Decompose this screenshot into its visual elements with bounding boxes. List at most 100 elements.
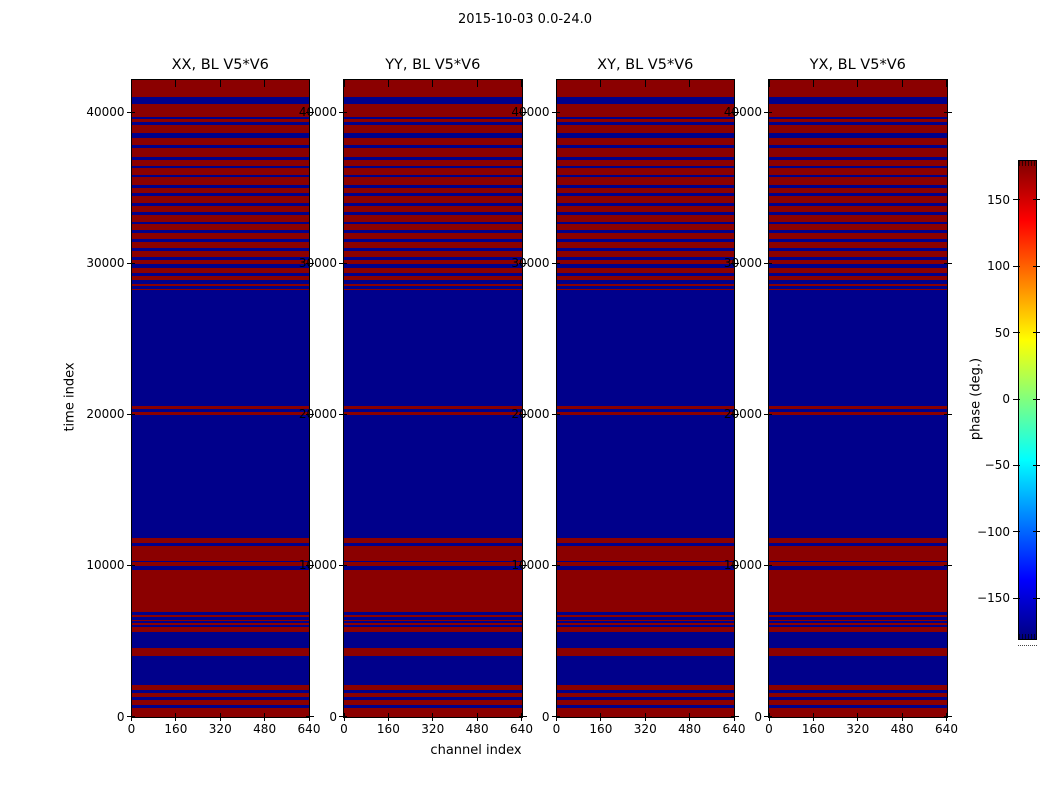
x-tick-top	[387, 79, 389, 87]
phase-band-blue	[556, 656, 734, 686]
y-tick-right	[943, 111, 952, 113]
colorbar-tick-label: −50	[984, 458, 1010, 473]
y-tick-label: 0	[116, 709, 125, 724]
y-tick-label: 30000	[511, 256, 550, 271]
y-tick-right	[518, 413, 527, 415]
y-tick-left	[551, 262, 560, 264]
phase-band-blue	[556, 174, 734, 178]
phase-band-blue	[131, 185, 309, 189]
phase-band-blue	[556, 96, 734, 104]
x-tick-bottom	[901, 712, 903, 721]
x-tick-top	[308, 79, 310, 87]
phase-band-blue	[131, 415, 309, 539]
phase-band-blue	[131, 656, 309, 686]
phase-band-blue	[344, 617, 522, 621]
phase-band-blue	[344, 560, 522, 563]
phase-band-blue	[131, 221, 309, 225]
phase-band-blue	[769, 621, 947, 624]
y-tick-left	[551, 111, 560, 113]
phase-band-blue	[344, 212, 522, 216]
colorbar-tick-label: 150	[987, 192, 1010, 207]
x-tick-bottom	[600, 712, 602, 721]
phase-band-blue	[556, 144, 734, 149]
phase-band-blue	[556, 280, 734, 284]
phase-band-blue	[769, 560, 947, 563]
x-axis-label: channel index	[430, 743, 522, 758]
y-tick-right	[943, 262, 952, 264]
phase-band-blue	[769, 290, 947, 406]
colorbar-tick-right	[1033, 265, 1040, 267]
phase-band-blue	[344, 632, 522, 649]
phase-band-blue	[131, 121, 309, 125]
y-tick-left	[126, 716, 135, 717]
x-tick-bottom	[175, 712, 177, 721]
phase-band-blue	[344, 656, 522, 686]
phase-band-blue	[769, 248, 947, 251]
y-tick-left	[126, 262, 135, 264]
y-tick-right	[306, 564, 314, 566]
phase-band-blue	[769, 625, 947, 628]
x-tick-top	[857, 79, 859, 87]
phase-band-blue	[556, 248, 734, 251]
phase-band-blue	[769, 116, 947, 119]
phase-band-blue	[769, 230, 947, 233]
phase-band-blue	[556, 193, 734, 197]
phase-band-blue	[131, 290, 309, 406]
phase-band-blue	[556, 612, 734, 616]
colorbar-tick-left	[1013, 332, 1020, 334]
phase-band-blue	[344, 690, 522, 693]
y-tick-label: 40000	[298, 105, 337, 120]
phase-band-blue	[769, 705, 947, 708]
phase-band-blue	[131, 621, 309, 624]
phase-band-blue	[769, 565, 947, 570]
phase-band-blue	[769, 212, 947, 216]
phase-band-blue	[556, 264, 734, 268]
y-tick-label: 10000	[511, 558, 550, 573]
phase-band-blue	[556, 415, 734, 539]
x-tick-top	[432, 79, 434, 87]
phase-band-blue	[344, 116, 522, 119]
y-tick-label: 40000	[723, 105, 762, 120]
y-tick-right	[306, 716, 314, 717]
x-tick-label: 640	[297, 722, 321, 736]
phase-band-blue	[131, 116, 309, 119]
phase-band-blue	[131, 696, 309, 701]
phase-band-blue	[344, 415, 522, 539]
phase-band-blue	[344, 156, 522, 160]
phase-band-blue	[556, 560, 734, 563]
colorbar	[1018, 160, 1037, 640]
y-tick-left	[126, 111, 135, 113]
colorbar-tick-right	[1033, 531, 1040, 533]
y-tick-label: 10000	[723, 558, 762, 573]
x-tick-label: 480	[253, 722, 277, 736]
panel-title-xx: XX, BL V5*V6	[171, 57, 269, 73]
phase-band-blue	[769, 121, 947, 125]
phase-band-blue	[131, 156, 309, 160]
x-tick-label: 640	[935, 722, 958, 736]
y-tick-left	[551, 716, 560, 717]
y-tick-right	[731, 262, 739, 264]
phase-band-blue	[556, 543, 734, 547]
phase-band-blue	[769, 256, 947, 260]
phase-band-blue	[556, 690, 734, 693]
y-tick-label: 10000	[86, 558, 125, 573]
phase-band-blue	[769, 203, 947, 207]
colorbar-tick-left	[1013, 199, 1020, 201]
colorbar-top-hatch	[1019, 161, 1036, 166]
phase-band-blue	[344, 612, 522, 616]
x-tick-label: 320	[633, 722, 657, 736]
phase-band-blue	[556, 705, 734, 708]
phase-band-blue	[344, 221, 522, 225]
phase-band-blue	[556, 290, 734, 406]
x-tick-label: 0	[552, 722, 561, 736]
x-tick-label: 320	[208, 722, 232, 736]
y-tick-left	[339, 564, 347, 566]
panel-title-yx: YX, BL V5*V6	[809, 57, 906, 73]
x-tick-label: 480	[678, 722, 702, 736]
phase-band-blue	[769, 409, 947, 413]
phase-band-blue	[344, 203, 522, 207]
y-tick-right	[731, 413, 739, 415]
phase-band-blue	[131, 256, 309, 260]
phase-band-blue	[344, 272, 522, 277]
phase-band-blue	[131, 144, 309, 149]
